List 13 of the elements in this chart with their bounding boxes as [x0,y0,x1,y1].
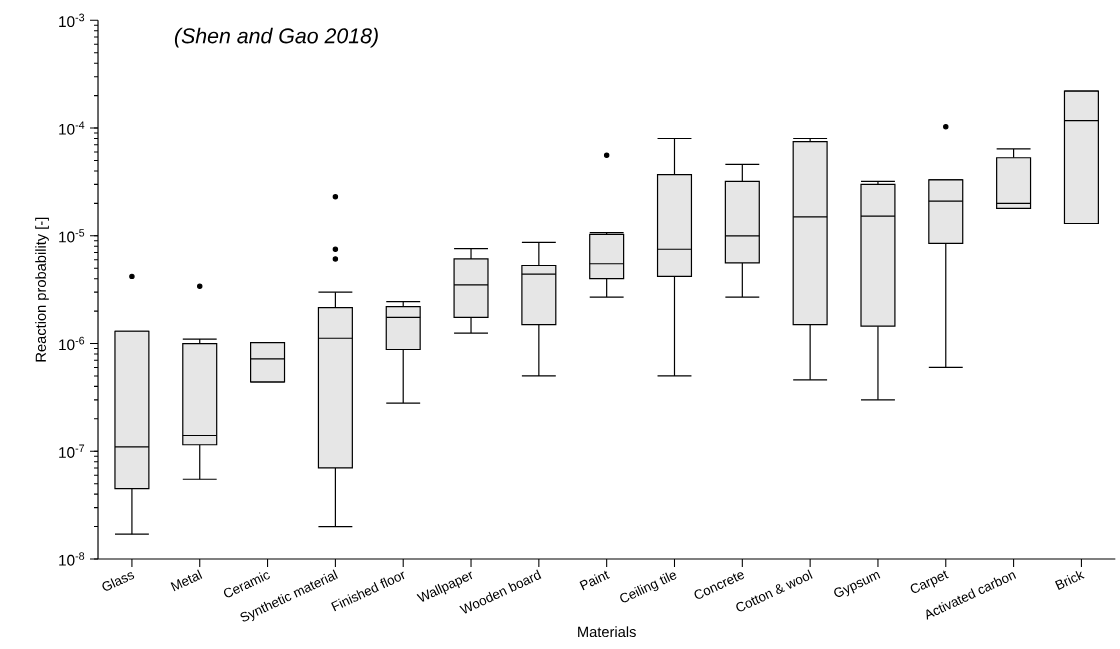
x-tick-label: Glass [102,572,135,591]
y-tick-label: 10$^{-8}$ [59,552,85,566]
y-tick-label: 10$^{-6}$ [59,336,85,351]
x-axis-title: Materials [578,626,636,638]
x-tick-label: Brick [1054,571,1085,590]
annotation: (Shen and Gao 2018) [174,27,378,48]
y-tick-label: 10$^{-3}$ [59,13,85,28]
y-tick-label: 10$^{-7}$ [59,444,85,458]
y-tick-label: 10$^{-4}$ [59,121,85,135]
x-tick-label: Metal [170,569,203,592]
y-tick-label: 10$^{-5}$ [59,229,85,243]
x-tick-label: Paint [579,570,610,591]
y-axis-title: Reaction probability [-] [35,217,49,362]
